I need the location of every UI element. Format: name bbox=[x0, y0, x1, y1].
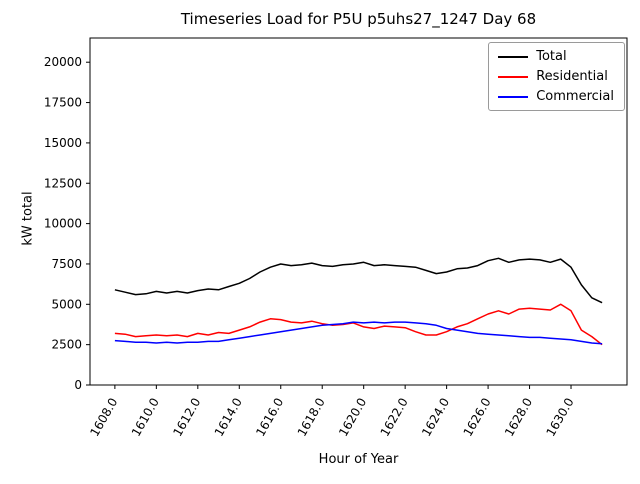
x-tick-label: 1630.0 bbox=[543, 396, 576, 439]
y-tick-label: 10000 bbox=[44, 217, 82, 231]
x-tick-label: 1616.0 bbox=[253, 396, 286, 439]
legend-label-residential: Residential bbox=[536, 69, 608, 84]
legend: Total Residential Commercial bbox=[488, 42, 625, 111]
x-tick-label: 1624.0 bbox=[419, 396, 452, 439]
commercial-line-swatch bbox=[498, 95, 529, 98]
residential-line-swatch bbox=[498, 75, 529, 78]
x-tick-label: 1618.0 bbox=[295, 396, 328, 439]
series-line-residential bbox=[114, 303, 603, 346]
y-tick-label: 17500 bbox=[44, 96, 82, 110]
x-tick-label: 1614.0 bbox=[212, 396, 245, 439]
series-line-commercial bbox=[114, 321, 603, 345]
x-tick-label: 1610.0 bbox=[129, 396, 162, 439]
y-tick-label: 20000 bbox=[44, 55, 82, 69]
x-tick-label: 1628.0 bbox=[502, 396, 535, 439]
x-tick-label: 1612.0 bbox=[170, 396, 203, 439]
total-line-swatch bbox=[498, 55, 529, 58]
legend-item-residential: Residential bbox=[498, 70, 614, 83]
axes-frame bbox=[89, 37, 628, 386]
legend-label-commercial: Commercial bbox=[536, 89, 614, 104]
y-tick-label: 15000 bbox=[44, 136, 82, 150]
y-tick-label: 12500 bbox=[44, 176, 82, 190]
x-tick-label: 1620.0 bbox=[336, 396, 369, 439]
x-axis-label: Hour of Year bbox=[318, 452, 399, 467]
x-tick-label: 1626.0 bbox=[461, 396, 494, 439]
x-tick-label: 1608.0 bbox=[87, 396, 120, 439]
y-tick-label: 7500 bbox=[51, 257, 82, 271]
y-tick-label: 2500 bbox=[51, 338, 82, 352]
legend-label-total: Total bbox=[536, 49, 567, 64]
y-axis-label: kW total bbox=[20, 191, 36, 246]
series-line-total bbox=[114, 257, 603, 304]
legend-item-total: Total bbox=[498, 50, 614, 63]
y-tick-label: 5000 bbox=[51, 297, 82, 311]
legend-item-commercial: Commercial bbox=[498, 90, 614, 103]
x-tick-label: 1622.0 bbox=[378, 396, 411, 439]
chart-title: Timeseries Load for P5U p5uhs27_1247 Day… bbox=[180, 10, 537, 28]
y-tick-label: 0 bbox=[74, 378, 82, 392]
